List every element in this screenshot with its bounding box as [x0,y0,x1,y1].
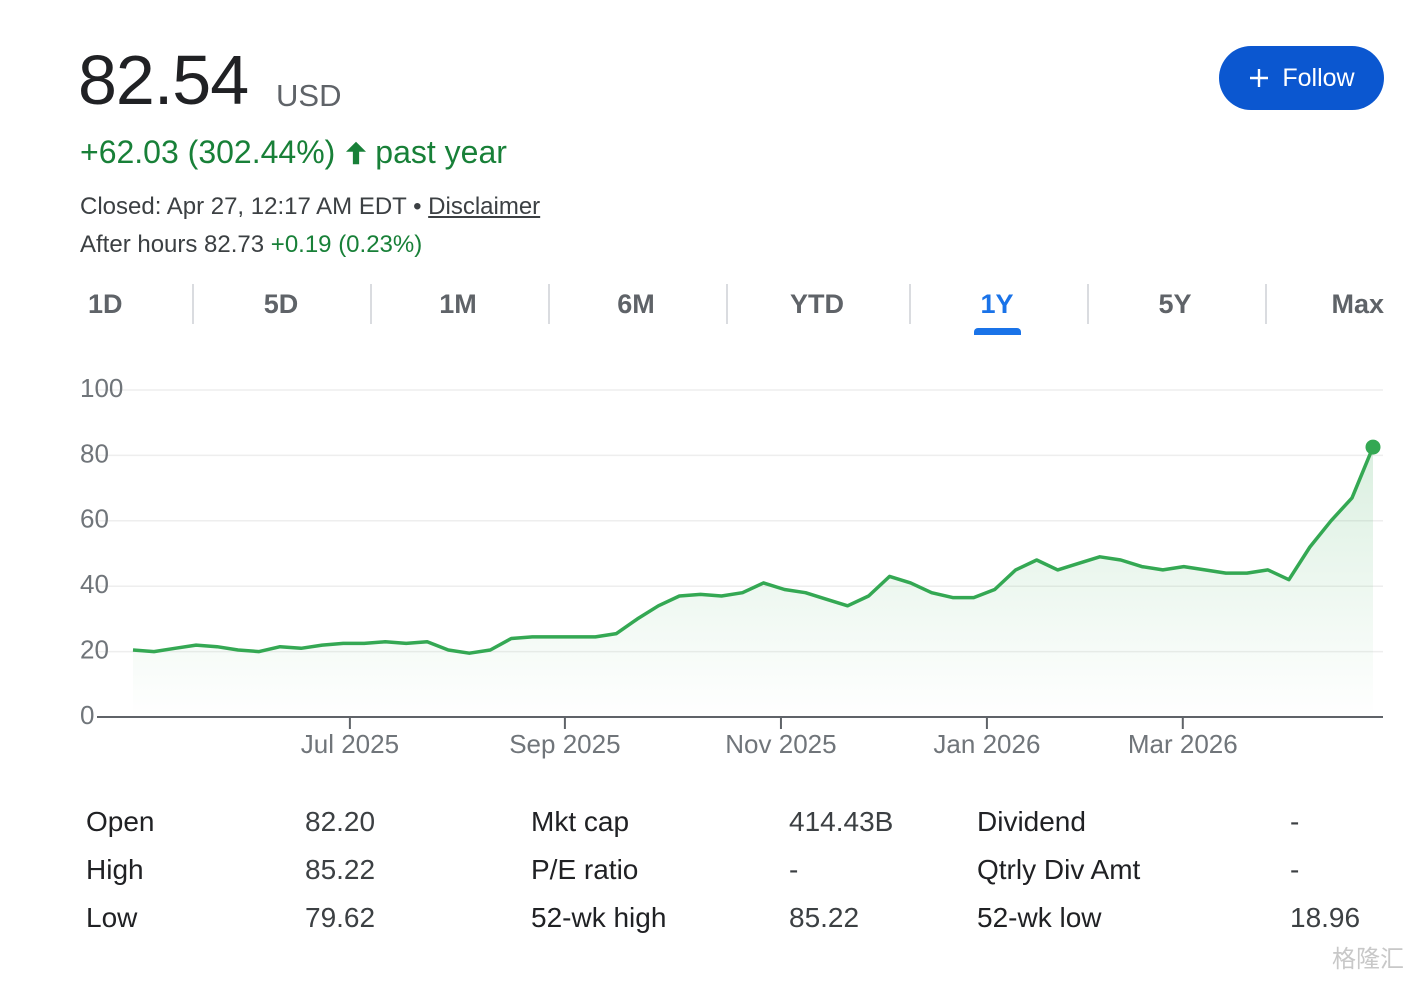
follow-button[interactable]: Follow [1219,46,1384,110]
x-tick-label: Jul 2025 [301,729,399,759]
disclaimer-link[interactable]: Disclaimer [428,193,541,220]
stat-value: 79.62 [305,902,376,933]
stat-label: Open [86,806,155,837]
area [133,447,1373,717]
stat-value: - [1290,854,1300,885]
tab[interactable]: 1D [88,289,123,319]
tab-separator [192,284,194,324]
tab-separator [1265,284,1267,324]
tab-separator [1087,284,1089,324]
stat-label: 52-wk high [531,902,667,933]
tab[interactable]: 1M [439,289,477,319]
stat-label: Dividend [977,806,1086,837]
tab[interactable]: Max [1331,289,1384,319]
x-tick-label: Mar 2026 [1128,729,1238,759]
y-tick-label: 0 [80,700,94,730]
stat-value: 85.22 [305,854,376,885]
plus-icon [1250,69,1269,87]
tab[interactable]: 6M [617,289,655,319]
y-tick-label: 60 [80,504,109,534]
tab[interactable]: 5D [263,289,299,319]
last-point [1365,439,1381,455]
y-tick-label: 80 [80,438,109,468]
after-hours-row: After hours 82.73 +0.19 (0.23%) [80,231,422,259]
price-line [132,446,1375,655]
tab-separator [548,284,550,324]
stat-value: 18.96 [1290,902,1361,933]
x-tick-label: Sep 2025 [509,729,620,759]
stat-label: Qtrly Div Amt [977,854,1141,885]
y-tick-label: 20 [80,634,109,664]
x-tick-label: Nov 2025 [725,729,836,759]
stat-label: Low [86,902,138,933]
stat-value: - [1290,806,1300,837]
change-row: +62.03 (302.44%) past year [80,134,507,171]
tab[interactable]: 5Y [1158,289,1192,319]
stat-label: High [86,854,144,885]
closed-row: Closed: Apr 27, 12:17 AM EDT • Disclaime… [80,193,540,221]
closed: Closed: Apr 27, 12:17 AM EDT [80,193,407,220]
change-period: past year [375,134,507,170]
after-hours-change: +0.19 (0.23%) [270,231,423,258]
tab-separator [726,284,728,324]
y-tick-label: 100 [80,373,123,403]
stat-label: Mkt cap [531,806,630,837]
price: 82.54 [78,41,249,119]
after-hours: After hours 82.73 [80,231,265,258]
stat-value: 414.43B [789,806,894,837]
tab-indicator [974,328,1021,335]
watermark: 格隆汇 [1332,946,1404,973]
y-tick-label: 40 [80,569,109,599]
follow-label: Follow [1282,63,1355,92]
tab[interactable]: YTD [790,289,844,319]
currency: USD [276,78,342,113]
separator: • [413,193,422,220]
stat-value: - [789,854,799,885]
stat-value: 82.20 [305,806,376,837]
stat-value: 85.22 [789,902,860,933]
tab-separator [909,284,911,324]
tab-separator [370,284,372,324]
stat-label: P/E ratio [531,854,639,885]
change: +62.03 (302.44%) [80,134,336,170]
up-arrow [346,141,367,164]
stat-label: 52-wk low [977,902,1102,933]
x-tick-label: Jan 2026 [933,729,1040,759]
tab[interactable]: 1Y [980,289,1014,319]
